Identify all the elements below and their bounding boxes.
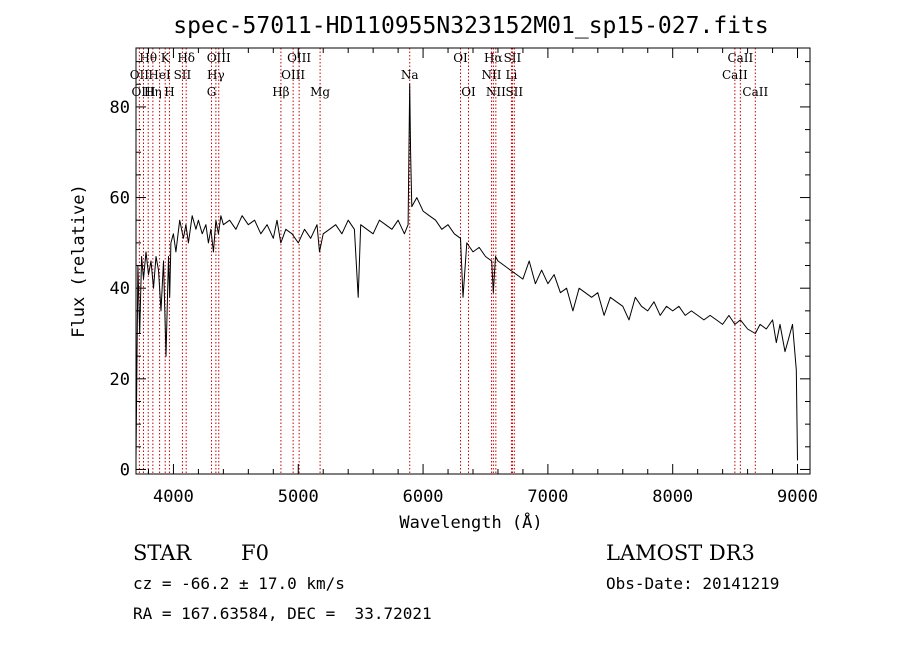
chart-title: spec-57011-HD110955N323152M01_sp15-027.f… [173,13,768,39]
line-label: OIII [131,85,155,99]
y-axis-label: Flux (relative) [69,184,89,338]
line-label: SII [174,68,192,82]
object-class: STAR [133,541,192,565]
line-label: NII [486,85,506,99]
line-label: Hδ [177,51,195,65]
line-label: CaII [727,51,753,65]
y-tick-label: 20 [110,370,130,390]
line-label: Na [401,68,419,82]
y-tick-label: 40 [110,279,130,299]
line-label: Hβ [272,85,289,99]
line-label: Hθ [139,51,157,65]
line-label: OIII [287,51,311,65]
line-label: Hη [144,85,162,99]
obs-date-text: Obs-Date: 20141219 [606,574,779,593]
survey-label: LAMOST DR3 [606,541,755,565]
x-tick-label: 5000 [278,487,319,507]
line-label: OIII [281,68,305,82]
line-label: OII [130,68,150,82]
line-label: SII [504,51,522,65]
x-tick-label: 8000 [652,487,693,507]
redshift-text: cz = -66.2 ± 17.0 km/s [133,574,345,593]
line-label: K [161,51,171,65]
object-subclass: F0 [241,541,269,565]
y-axis: 0 20 40 60 80 [110,61,810,480]
coordinates-text: RA = 167.63584, DEC = 33.72021 [133,604,432,623]
x-tick-label: 6000 [403,487,444,507]
line-label: Hγ [207,68,225,82]
y-tick-label: 80 [110,98,130,118]
plot-frame [135,47,811,475]
x-axis-label: Wavelength (Å) [399,511,542,533]
line-label: Mg [310,85,330,99]
line-label: OI [461,85,476,99]
line-label: HeI [148,68,171,82]
x-axis: 4000 5000 6000 7000 8000 9000 [147,48,818,507]
line-label: NII [481,68,501,82]
line-label: H [164,85,174,99]
spectrum-line [135,83,798,461]
marker-lines [138,48,756,474]
line-label: OI [453,51,468,65]
x-tick-label: 9000 [777,487,818,507]
y-tick-label: 0 [120,460,130,480]
line-label: CaII [742,85,768,99]
line-label: SII [505,85,523,99]
x-tick-label: 4000 [153,487,194,507]
spectrum-series [135,83,798,461]
x-tick-label: 7000 [527,487,568,507]
line-label: G [207,85,217,99]
line-label: Li [506,68,518,82]
y-tick-label: 60 [110,189,130,209]
line-label: OIII [207,51,231,65]
line-label: Hα [484,51,503,65]
line-label: CaII [722,68,748,82]
